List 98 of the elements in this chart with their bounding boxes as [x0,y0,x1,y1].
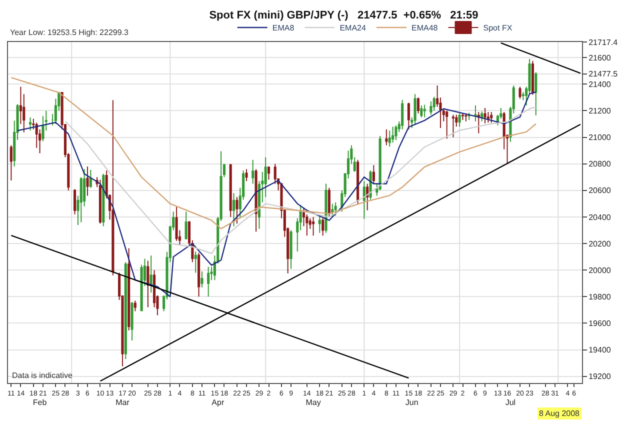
candlestick [175,206,178,242]
y-tick-label: 20200 [588,239,612,248]
candlestick [518,86,522,100]
legend-label: EMA48 [411,24,438,33]
candlestick [430,100,432,116]
candlestick [267,166,270,180]
candlestick [432,96,436,112]
x2-tick-label: Apr [212,398,224,407]
candlestick [252,159,254,184]
candlestick [461,112,464,121]
candlestick [28,116,32,132]
x2-tick-label: Jun [405,398,418,407]
legend-label: EMA24 [340,24,366,33]
candlestick [322,218,324,236]
candlestick [324,183,328,234]
candlestick [10,144,12,181]
candlestick [128,248,130,332]
y-tick-label: 19600 [588,319,612,328]
candlestick [420,104,423,118]
candlestick [414,94,416,124]
candlestick [464,112,468,122]
annotation: Data is indicative [12,371,74,380]
candlestick [328,187,330,218]
y-tick-label: 21400 [588,80,612,89]
candlestick [385,128,388,146]
candlestick [534,72,538,116]
candlestick [74,188,76,215]
y-tick-label: 20600 [588,186,612,196]
y-tick-label: 21200 [588,106,612,116]
candlestick [423,104,426,118]
candlestick [318,215,321,234]
y-tick-label: 19400 [588,346,612,355]
x2-tick-label: Jul [505,398,516,407]
y-tick-label: 20400 [588,212,612,222]
candlestick [362,180,366,220]
candlestick [388,130,391,148]
text: 8 Aug 2008 [539,409,580,418]
candlestick [356,159,360,204]
candlestick [484,108,486,124]
legend-label: Spot FX [483,24,513,33]
candlestick [184,211,188,240]
y-tick-label: 19800 [588,292,612,302]
candlestick [146,260,150,308]
candlestick [531,60,534,96]
candlestick [331,203,334,218]
line-series [16,92,536,298]
candlestick [480,110,484,122]
candlestick [254,168,258,232]
candlestick [198,252,200,298]
candlestick [130,301,134,341]
candlestick [366,183,369,211]
candlestick [89,169,92,188]
y-tick-label: 20000 [588,266,612,275]
y-tick-label: 21477.5 [588,70,618,79]
candlestick [124,262,127,360]
x2-tick-label: Feb [32,398,48,407]
candlestick [86,166,89,196]
candlestick [401,99,404,130]
chart-subtitle: Year Low: 19253.5 High: 22299.3 [10,28,130,37]
candlestick [98,179,102,224]
x2-tick-label: Mar [116,398,130,407]
line-series [64,106,536,254]
candlestick [245,168,248,182]
candlestick [474,104,477,122]
candlestick [486,112,490,124]
candlestick [334,202,337,216]
y-tick-label: 19200 [588,372,612,382]
candlestick [312,216,315,236]
y-tick-label: 21000 [588,133,612,142]
candlestick [200,270,204,288]
candlestick [392,126,394,144]
candlestick [407,102,410,130]
y-tick-label: 21717.4 [588,38,618,47]
candlestick [477,112,480,134]
candlestick [229,163,232,218]
candlestick [112,100,114,276]
candlestick [416,96,420,114]
y-tick-label: 21600 [588,53,612,62]
candlestick [207,266,210,298]
candlestick [102,173,105,227]
y-tick-label: 20800 [588,160,612,169]
candlestick [452,114,454,138]
candlestick [232,192,236,227]
candlestick [194,251,197,274]
line-series [10,76,536,230]
x2-tick-label: May [306,398,321,407]
candlestick [134,300,136,312]
candlestick [394,124,398,140]
chart-title: Spot FX (mini) GBP/JPY (-) 21477.5 +0.65% 21:59 [209,9,478,22]
candlestick [468,112,470,121]
candlestick [490,112,493,124]
candlestick [290,230,292,270]
candlestick [236,196,238,224]
candlestick [446,110,448,140]
candlestick [458,112,461,128]
candlestick [150,254,152,294]
legend-label: EMA8 [272,24,295,33]
candlestick [372,164,375,184]
